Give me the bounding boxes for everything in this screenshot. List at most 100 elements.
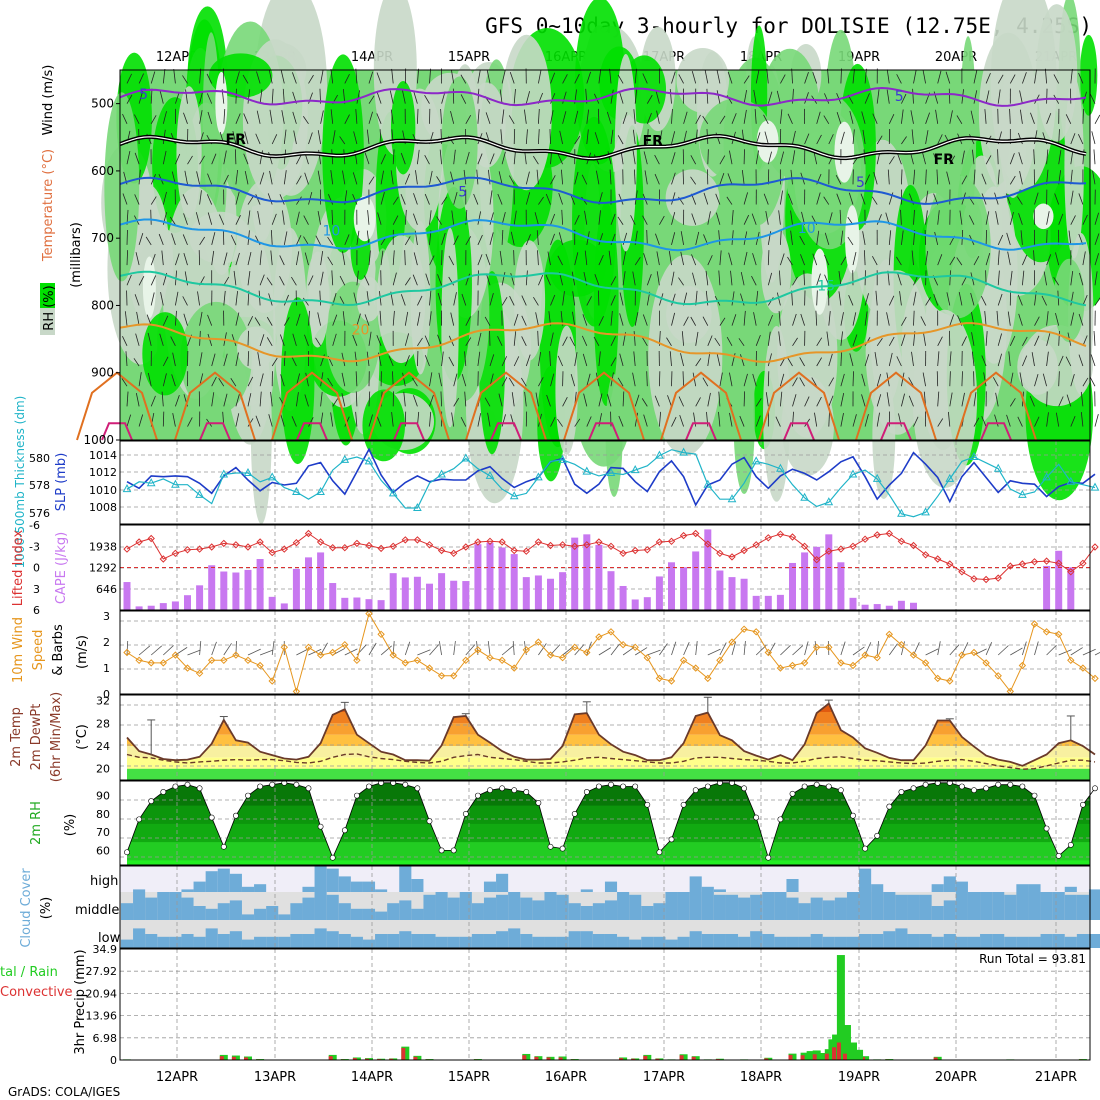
wind-barb xyxy=(593,336,600,347)
wind-barb xyxy=(138,169,141,185)
wind-barb xyxy=(450,69,455,84)
wind-barb xyxy=(610,295,616,306)
wind-barb xyxy=(538,377,544,387)
cloud-middle-bar xyxy=(169,892,182,920)
wind-barb xyxy=(888,295,895,306)
wind-barb xyxy=(1033,149,1035,165)
wind-barb xyxy=(388,355,394,367)
rh-blob xyxy=(555,325,578,455)
wind-barb xyxy=(538,274,544,286)
thickness-point xyxy=(364,456,374,465)
cloud-unit-label: (%) xyxy=(39,897,54,920)
wind-barb xyxy=(1053,74,1060,84)
wind-barb xyxy=(283,129,287,145)
cloud-low-bar xyxy=(290,934,303,948)
rh-point xyxy=(196,785,203,792)
wind-barb xyxy=(1009,270,1013,286)
wind-barb xyxy=(763,114,769,125)
wind-barb xyxy=(243,153,249,165)
cloud-middle-bar xyxy=(411,908,424,920)
wind-barb xyxy=(182,296,188,306)
wind-barb xyxy=(317,170,321,185)
wind-barb xyxy=(901,93,907,104)
wind-barb xyxy=(162,111,167,124)
wind-barb xyxy=(412,377,418,387)
wind-barb xyxy=(586,373,591,387)
rh-blob xyxy=(305,251,330,348)
wind-barb xyxy=(981,355,987,367)
wind10-barb xyxy=(512,641,515,656)
thickness-axis-label: 1000-500mb Thickness (dm) xyxy=(13,396,27,569)
wind-barb xyxy=(729,412,733,427)
wind-barb xyxy=(173,68,176,84)
wind-barb xyxy=(814,412,818,427)
wind-speed-point xyxy=(1054,630,1063,639)
precip-tick-label: 34.9 xyxy=(93,943,118,956)
wind-barb xyxy=(344,73,350,84)
wind-barb xyxy=(317,130,321,145)
wind10-barb xyxy=(780,645,791,656)
wind-barb xyxy=(679,415,684,427)
wind-barb xyxy=(778,331,781,346)
wind-barb xyxy=(630,215,636,225)
wind-barb xyxy=(741,169,745,185)
wind-barb xyxy=(985,211,990,225)
wind10-barb xyxy=(487,641,491,656)
wind-barb xyxy=(791,68,793,84)
cloud-low-bar xyxy=(762,934,775,948)
wind-barb xyxy=(199,155,205,165)
wind-barb xyxy=(1046,391,1048,407)
temp-tick-label: 20 xyxy=(96,763,110,776)
wind-barb xyxy=(610,213,616,225)
cloud-high-bar xyxy=(338,876,351,892)
wind-barb xyxy=(1091,131,1096,145)
wind-barb xyxy=(304,334,309,346)
wind-barb xyxy=(122,335,128,346)
warm-contour xyxy=(758,371,840,441)
wind-barb xyxy=(669,351,672,367)
wind-barb xyxy=(162,68,166,84)
wind-barb xyxy=(985,253,991,266)
li-point xyxy=(353,539,361,548)
wind-barb xyxy=(1031,352,1035,367)
cloud-high-bar xyxy=(229,873,242,892)
hot-contour xyxy=(393,422,425,441)
wind10-barb xyxy=(598,647,611,656)
wind-barb xyxy=(162,373,167,387)
cloud-low-bar xyxy=(120,939,134,948)
wind-barb xyxy=(404,173,410,185)
wind-speed-point xyxy=(486,653,494,662)
cloud-low-bar xyxy=(1040,934,1053,948)
wind-barb xyxy=(1007,311,1011,326)
wind-barb xyxy=(559,130,563,145)
rh-point xyxy=(487,787,493,794)
wind-barb xyxy=(330,170,334,185)
wind-barb xyxy=(937,254,943,266)
wind-barb xyxy=(280,70,285,84)
cape-bar xyxy=(353,597,361,610)
wind-barb xyxy=(243,113,249,124)
rh-blob xyxy=(665,169,720,226)
wind-barb xyxy=(223,276,230,286)
li-point xyxy=(825,547,833,555)
thickness-point xyxy=(413,502,422,511)
rh-blob xyxy=(441,227,459,428)
y-tick-label: 600 xyxy=(91,164,114,178)
wind-barb xyxy=(1094,297,1100,306)
cloud-low-bar xyxy=(725,934,739,948)
wind-barb xyxy=(525,171,530,185)
wind-barb xyxy=(1080,391,1084,407)
wind-barb xyxy=(643,414,648,427)
cloud-middle-bar xyxy=(205,908,218,920)
wind-speed-point xyxy=(135,656,143,665)
cloud-middle-bar xyxy=(193,906,206,920)
wind-barb xyxy=(392,250,395,266)
cloud-middle-bar xyxy=(992,892,1005,920)
cloud-low-bar xyxy=(1028,936,1041,948)
cape-tick-label: 646 xyxy=(96,583,117,596)
wind-barb xyxy=(790,169,793,185)
cloud-low-bar xyxy=(508,928,521,948)
